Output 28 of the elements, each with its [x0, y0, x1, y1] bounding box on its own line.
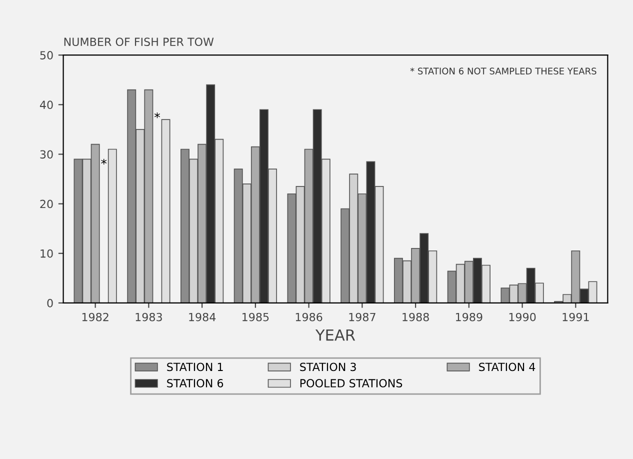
x-tick-label: 1990 — [509, 312, 536, 322]
annotation: * STATION 6 NOT SAMPLED THESE YEARS — [410, 68, 596, 74]
bar — [161, 119, 170, 303]
annotation: * — [154, 112, 160, 118]
y-tick-label: 20 — [40, 200, 53, 208]
annotation: * — [101, 158, 107, 165]
x-tick-label: 1986 — [296, 312, 322, 322]
y-tick-label: 10 — [40, 249, 53, 258]
x-tick-label: 1983 — [136, 312, 162, 322]
legend-label: POOLED STATIONS — [300, 379, 402, 388]
legend-label: STATION 4 — [479, 362, 536, 372]
x-axis-title: YEAR — [315, 329, 356, 341]
x-tick-label: 1982 — [82, 312, 108, 322]
y-tick-label: 40 — [40, 100, 53, 110]
bar — [108, 148, 117, 303]
legend-label: STATION 6 — [167, 379, 224, 388]
x-tick-label: 1985 — [242, 312, 269, 322]
chart-title: NUMBER OF FISH PER TOW — [64, 38, 214, 46]
x-tick-label: 1984 — [189, 312, 216, 322]
y-tick-label: 50 — [40, 51, 53, 60]
y-tick-label: 0 — [47, 298, 53, 308]
y-tick-label: 30 — [40, 150, 53, 159]
x-tick-label: 1987 — [349, 312, 376, 322]
x-tick-label: 1989 — [456, 312, 482, 322]
x-tick-label: 1988 — [402, 312, 429, 322]
legend-label: STATION 1 — [167, 362, 223, 372]
legend-label: STATION 3 — [300, 362, 356, 372]
x-tick-label: 1991 — [562, 312, 589, 322]
